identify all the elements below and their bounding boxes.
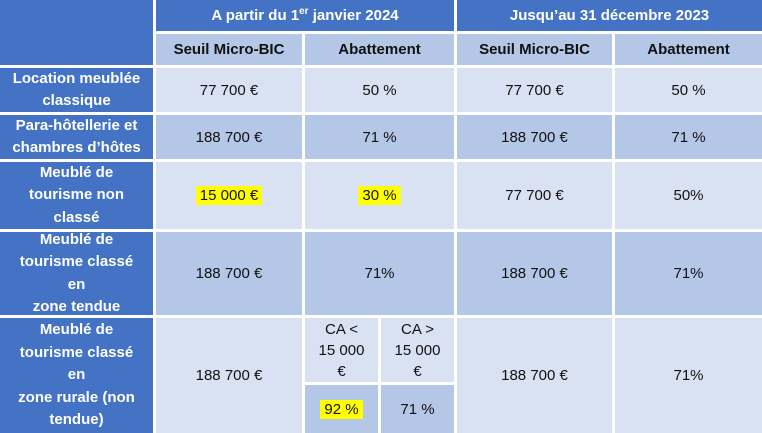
- cell-non-classe-abattement-2023: 50%: [615, 162, 762, 229]
- superscript-er: er: [299, 6, 309, 17]
- period-2024-prefix: A partir du 1: [211, 7, 300, 24]
- period-2024-suffix: janvier 2024: [308, 7, 399, 24]
- cell-non-classe-abattement-2024: 30 %: [305, 162, 454, 229]
- row-label-zone-rurale: Meublé de tourisme classé en zone rurale…: [0, 318, 153, 433]
- cell-para-abattement-2024: 71 %: [305, 115, 454, 159]
- cell-para-seuil-2023: 188 700 €: [457, 115, 612, 159]
- col-header-abattement-2024: Abattement: [305, 34, 454, 65]
- cell-tendue-seuil-2024: 188 700 €: [156, 232, 302, 315]
- split-value-ca-inferieur: 92 %: [305, 385, 378, 433]
- cell-non-classe-seuil-2023: 77 700 €: [457, 162, 612, 229]
- cell-tendue-abattement-2023: 71%: [615, 232, 762, 315]
- highlighted-abattement-92: 92 %: [320, 399, 363, 419]
- cell-rurale-abattement-2023: 71%: [615, 318, 762, 433]
- split-header-ca-inferieur: CA < 15 000 €: [305, 318, 378, 382]
- cell-non-classe-seuil-2024: 15 000 €: [156, 162, 302, 229]
- corner-cell: [0, 0, 153, 65]
- row-label-para-hotellerie: Para-hôtellerie et chambres d’hôtes: [0, 115, 153, 159]
- row-label-zone-tendue: Meublé de tourisme classé en zone tendue: [0, 232, 153, 315]
- period-2024-label: A partir du 1er janvier 2024: [211, 6, 399, 25]
- highlighted-seuil-15000: 15 000 €: [195, 186, 263, 205]
- cell-location-seuil-2024: 77 700 €: [156, 68, 302, 112]
- cell-location-seuil-2023: 77 700 €: [457, 68, 612, 112]
- cell-rurale-abattement-2024-split: CA < 15 000 € CA > 15 000 € 92 % 71 %: [305, 318, 454, 433]
- row-label-location-meublee: Location meublée classique: [0, 68, 153, 112]
- split-header-ca-superieur: CA > 15 000 €: [381, 318, 454, 382]
- cell-rurale-seuil-2023: 188 700 €: [457, 318, 612, 433]
- row-label-meuble-non-classe: Meublé de tourisme non classé: [0, 162, 153, 229]
- cell-rurale-seuil-2024: 188 700 €: [156, 318, 302, 433]
- cell-tendue-seuil-2023: 188 700 €: [457, 232, 612, 315]
- split-value-ca-superieur: 71 %: [381, 385, 454, 433]
- period-2024-header: A partir du 1er janvier 2024: [156, 0, 454, 31]
- cell-tendue-abattement-2024: 71%: [305, 232, 454, 315]
- highlighted-abattement-30: 30 %: [358, 186, 401, 205]
- col-header-abattement-2023: Abattement: [615, 34, 762, 65]
- cell-para-seuil-2024: 188 700 €: [156, 115, 302, 159]
- cell-location-abattement-2024: 50 %: [305, 68, 454, 112]
- period-2023-header: Jusqu’au 31 décembre 2023: [457, 0, 762, 31]
- col-header-seuil-2023: Seuil Micro-BIC: [457, 34, 612, 65]
- col-header-seuil-2024: Seuil Micro-BIC: [156, 34, 302, 65]
- cell-para-abattement-2023: 71 %: [615, 115, 762, 159]
- cell-location-abattement-2023: 50 %: [615, 68, 762, 112]
- period-2023-label: Jusqu’au 31 décembre 2023: [509, 7, 710, 24]
